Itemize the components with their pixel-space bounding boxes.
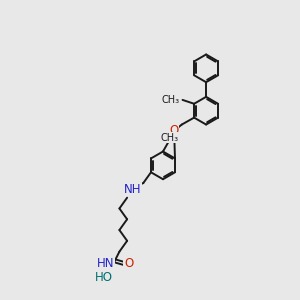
- Text: NH: NH: [124, 183, 141, 196]
- Text: HO: HO: [95, 271, 113, 284]
- Text: O: O: [169, 124, 179, 137]
- Text: CH₃: CH₃: [160, 133, 178, 142]
- Text: O: O: [124, 257, 133, 270]
- Text: HN: HN: [97, 257, 114, 270]
- Text: CH₃: CH₃: [161, 95, 179, 105]
